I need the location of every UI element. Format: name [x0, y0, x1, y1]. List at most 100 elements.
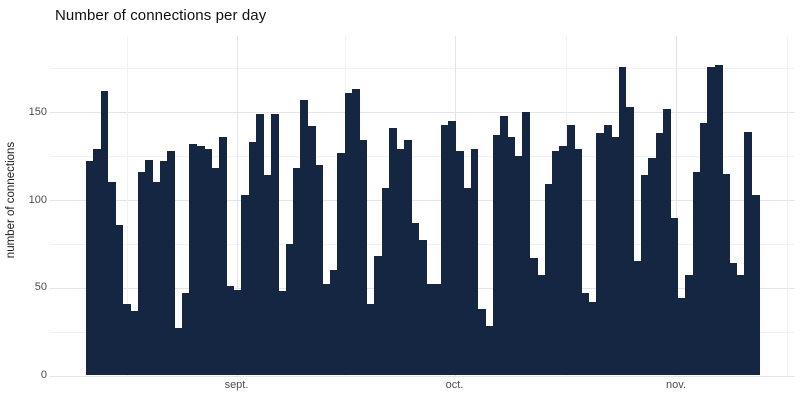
- daily-connections-bar: [174, 328, 183, 376]
- daily-connections-bar: [344, 92, 353, 376]
- gridline-y-major: [50, 375, 795, 377]
- x-tick-label: oct.: [445, 379, 464, 391]
- gridline-y-major: [50, 112, 795, 114]
- y-tick-label: 150: [28, 105, 47, 118]
- daily-connections-bar: [108, 182, 116, 376]
- daily-connections-bar: [648, 157, 657, 376]
- daily-connections-bar: [122, 303, 131, 376]
- daily-connections-bar: [241, 194, 250, 376]
- gridline-x-major: [236, 36, 238, 376]
- daily-connections-bar: [529, 257, 538, 376]
- daily-connections-bar: [233, 289, 242, 376]
- daily-connections-bar: [381, 187, 390, 376]
- daily-connections-bar: [167, 150, 176, 376]
- daily-connections-bar: [633, 261, 642, 376]
- daily-connections-bar: [714, 64, 723, 376]
- daily-connections-bar: [448, 121, 457, 376]
- daily-connections-bar: [219, 136, 227, 376]
- gridline-x-minor: [126, 36, 128, 376]
- daily-connections-bar: [93, 149, 102, 376]
- daily-connections-bar: [418, 240, 427, 376]
- x-tick-label: nov.: [666, 379, 686, 391]
- daily-connections-bar: [722, 173, 731, 376]
- daily-connections-bar: [603, 124, 612, 376]
- daily-connections-bar: [337, 152, 346, 376]
- daily-connections-bar: [396, 149, 405, 376]
- daily-connections-bar: [367, 303, 375, 376]
- daily-connections-bar: [700, 122, 708, 376]
- daily-connections-bar: [115, 224, 124, 376]
- daily-connections-bar: [182, 293, 190, 376]
- daily-connections-bar: [204, 149, 213, 376]
- daily-connections-bar: [626, 107, 634, 376]
- chart-title: Number of connections per day: [55, 7, 267, 24]
- daily-connections-bar: [130, 310, 139, 376]
- gridline-x-minor: [786, 36, 788, 376]
- daily-connections-bar: [159, 161, 168, 376]
- daily-connections-bar: [640, 175, 649, 376]
- daily-connections-bar: [455, 150, 464, 376]
- daily-connections-bar: [426, 284, 435, 376]
- daily-connections-bar: [263, 175, 272, 376]
- daily-connections-bar: [655, 133, 664, 376]
- daily-connections-bar: [441, 124, 449, 376]
- daily-connections-bar: [256, 114, 264, 376]
- daily-connections-bar: [374, 256, 383, 376]
- daily-connections-bar: [322, 284, 331, 376]
- daily-connections-bar: [737, 275, 745, 376]
- daily-connections-bar: [589, 301, 597, 376]
- daily-connections-bar: [574, 149, 583, 376]
- gridline-y-minor: [50, 156, 795, 158]
- daily-connections-bar: [663, 108, 671, 376]
- daily-connections-bar: [537, 275, 546, 376]
- x-tick-label: sept.: [224, 379, 249, 391]
- daily-connections-bar: [692, 171, 701, 376]
- daily-connections-bar: [566, 124, 575, 376]
- daily-connections-bar: [522, 112, 531, 376]
- daily-connections-bar: [670, 217, 679, 376]
- daily-connections-bar: [137, 171, 146, 376]
- daily-connections-bar: [315, 164, 324, 376]
- daily-connections-bar: [729, 263, 738, 376]
- y-tick-label: 50: [34, 281, 47, 294]
- daily-connections-bar: [470, 149, 479, 376]
- daily-connections-bar: [552, 150, 560, 376]
- daily-connections-bar: [389, 128, 398, 376]
- daily-connections-bar: [352, 89, 361, 376]
- daily-connections-bar: [433, 284, 442, 376]
- daily-connections-bar: [226, 286, 235, 376]
- daily-connections-bar: [478, 308, 486, 376]
- daily-connections-bar: [270, 114, 279, 376]
- daily-connections-bar: [285, 243, 294, 376]
- daily-connections-bar: [685, 275, 694, 376]
- daily-connections-bar: [278, 291, 287, 376]
- daily-connections-bar: [707, 66, 716, 376]
- gridline-y-minor: [50, 68, 795, 70]
- y-tick-label: 0: [40, 369, 47, 381]
- gridline-x-major: [676, 36, 677, 376]
- daily-connections-bar: [677, 298, 686, 376]
- daily-connections-bar: [189, 143, 198, 376]
- daily-connections-bar: [404, 140, 412, 376]
- daily-connections-bar: [485, 326, 494, 376]
- daily-connections-bar: [596, 133, 605, 376]
- daily-connections-bar: [744, 131, 753, 376]
- daily-connections-bar: [300, 100, 309, 376]
- daily-connections-bar: [515, 156, 523, 376]
- daily-connections-bar: [211, 168, 220, 376]
- daily-connections-bar: [463, 187, 472, 376]
- daily-connections-bar: [411, 222, 420, 376]
- daily-connections-bar: [85, 161, 94, 376]
- daily-connections-bar: [581, 293, 590, 376]
- daily-connections-bar: [307, 126, 316, 376]
- daily-connections-bar: [507, 136, 516, 376]
- daily-connections-bar: [492, 135, 501, 376]
- daily-connections-bar: [500, 115, 509, 376]
- daily-connections-bar: [196, 145, 205, 376]
- daily-connections-bar: [152, 182, 161, 376]
- daily-connections-bar: [544, 184, 553, 376]
- daily-connections-bar: [330, 270, 338, 376]
- daily-connections-bar: [359, 140, 368, 376]
